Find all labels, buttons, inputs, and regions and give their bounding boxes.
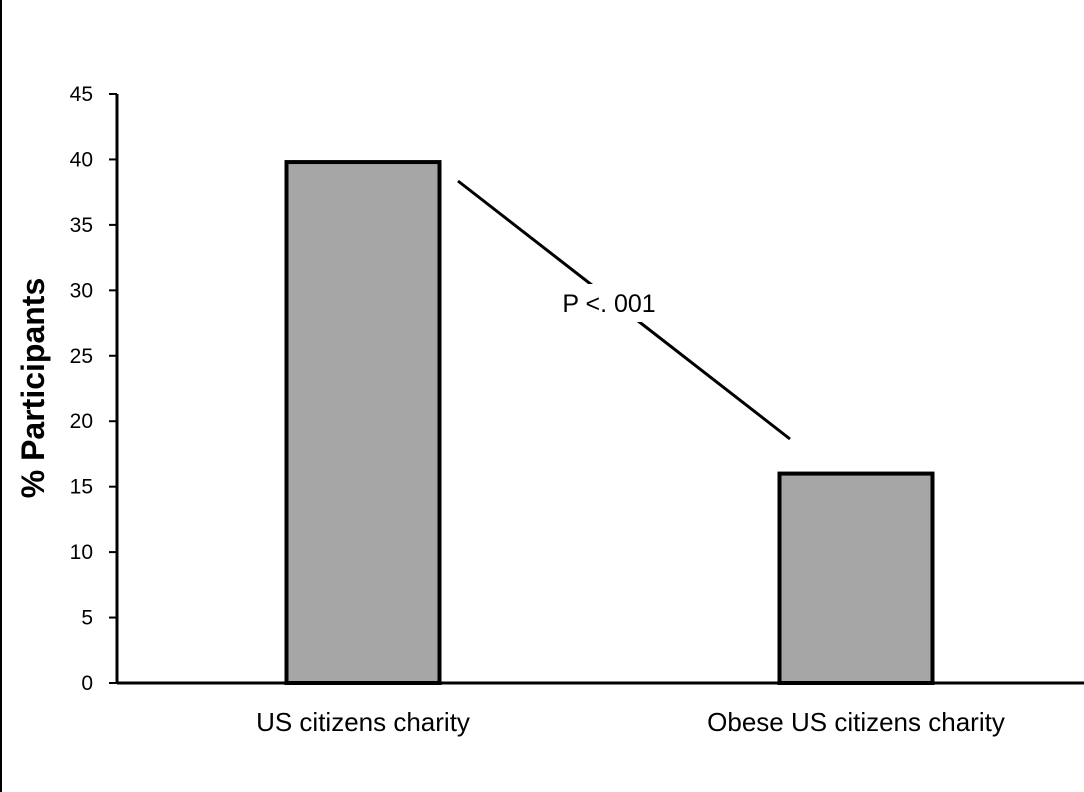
y-tick-label: 10 — [70, 541, 93, 564]
y-tick-label: 5 — [81, 607, 93, 630]
bar-1 — [284, 160, 442, 686]
y-tick-label: 40 — [70, 148, 93, 171]
y-tick-label: 30 — [70, 279, 93, 302]
y-tick-label: 45 — [70, 83, 93, 106]
y-tick-label: 15 — [70, 476, 93, 499]
y-axis-title: % Participants — [15, 278, 51, 499]
y-tick-label: 35 — [70, 214, 93, 237]
bar-2 — [777, 471, 935, 686]
annotation-background — [548, 284, 670, 322]
bars — [284, 160, 935, 686]
y-tick-label: 20 — [70, 410, 93, 433]
x-category-label: US citizens charity — [256, 707, 470, 737]
y-axis-ticks: 0 5 10 15 20 25 30 35 40 45 — [70, 83, 117, 695]
x-category-label: Obese US citizens charity — [707, 707, 1005, 737]
significance-annotation: P <. 001 — [562, 290, 655, 318]
x-axis-category-labels: US citizens charity Obese US citizens cha… — [256, 707, 1005, 737]
y-tick-label: 25 — [70, 345, 93, 368]
y-tick-label: 0 — [81, 672, 93, 695]
